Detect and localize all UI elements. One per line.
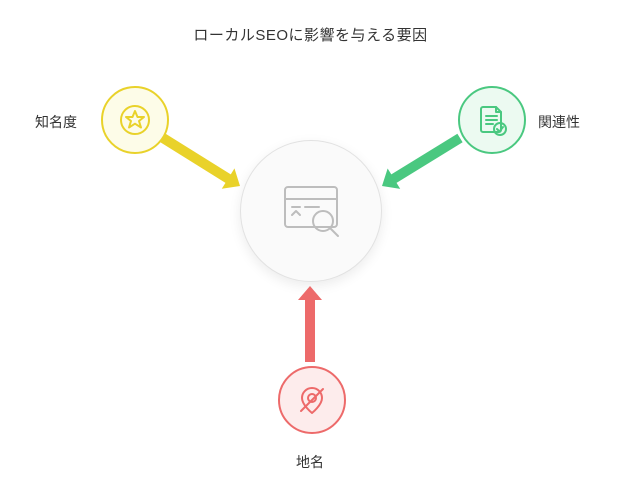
awareness-label: 知名度 bbox=[35, 112, 77, 132]
relevance-node bbox=[458, 86, 526, 154]
browser-search-icon bbox=[275, 175, 347, 247]
arrow-awareness bbox=[160, 134, 240, 189]
center-node bbox=[240, 140, 382, 282]
arrow-location bbox=[298, 286, 322, 362]
diagram-title: ローカルSEOに影響を与える要因 bbox=[0, 24, 621, 45]
location-label: 地名 bbox=[296, 452, 324, 472]
location-node bbox=[278, 366, 346, 434]
arrow-relevance bbox=[382, 134, 463, 189]
document-check-icon bbox=[472, 100, 512, 140]
diagram-canvas: ローカルSEOに影響を与える要因 知名度 bbox=[0, 0, 621, 500]
relevance-label: 関連性 bbox=[538, 112, 580, 132]
star-badge-icon bbox=[115, 100, 155, 140]
pin-slash-icon bbox=[292, 380, 332, 420]
awareness-node bbox=[101, 86, 169, 154]
